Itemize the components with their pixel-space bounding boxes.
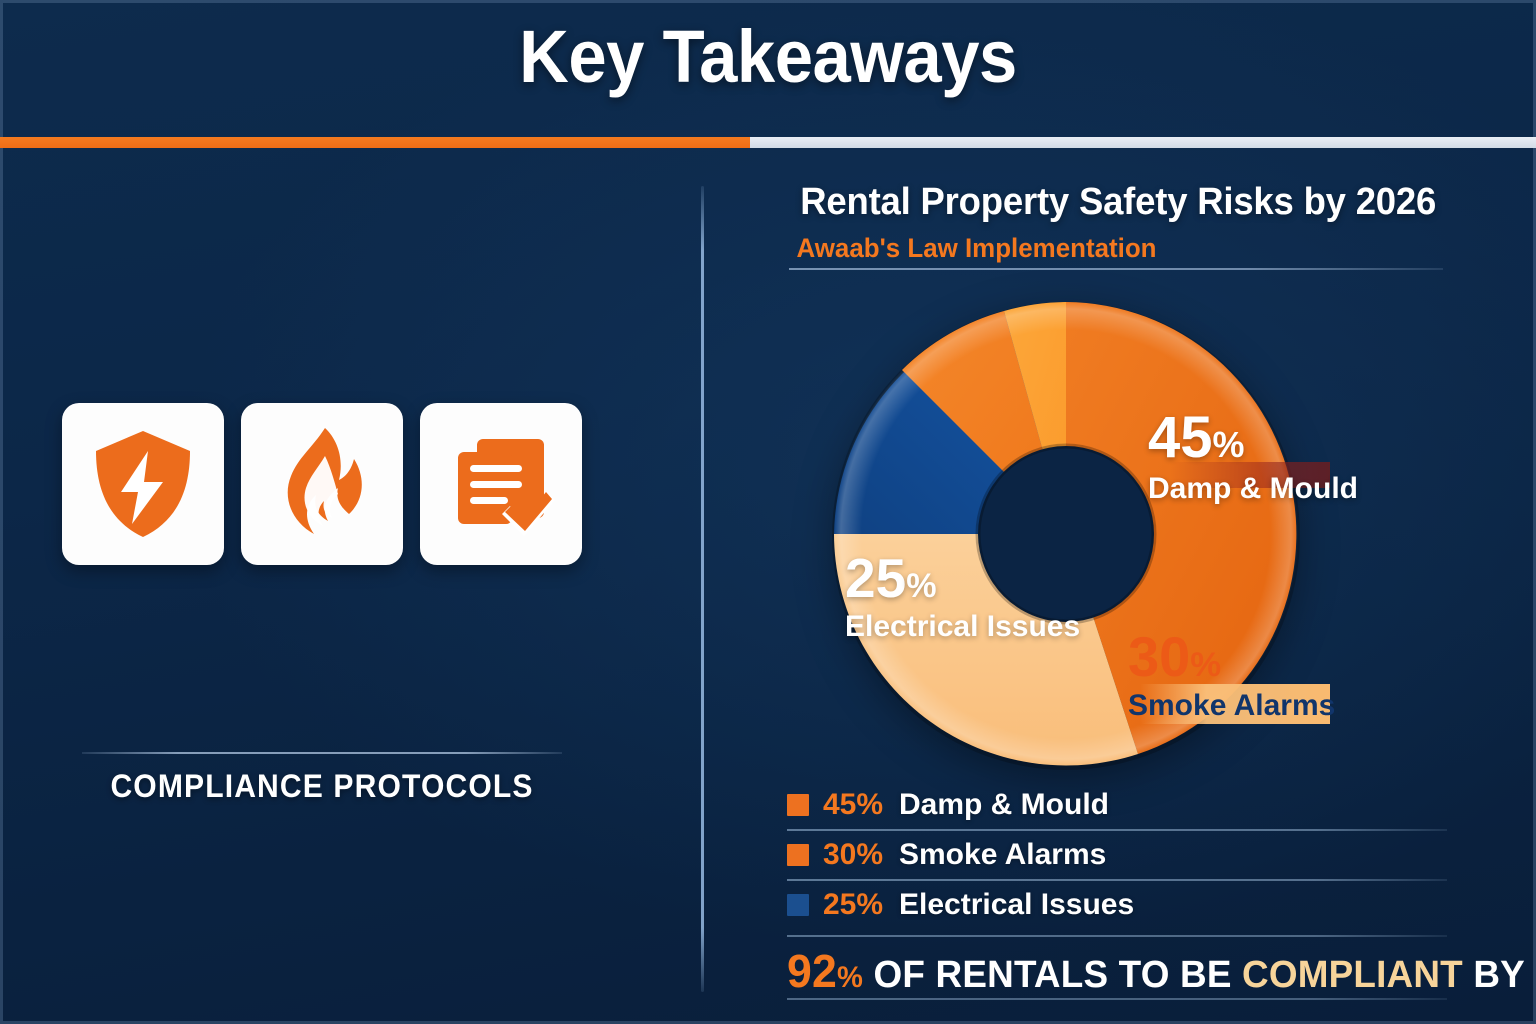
- icon-card-document-check[interactable]: [420, 403, 582, 565]
- legend-pct-damp: 45%: [823, 788, 884, 821]
- legend-swatch-electrical: [787, 894, 809, 916]
- icon-card-flame[interactable]: [241, 403, 403, 565]
- page-title: Key Takeaways: [519, 15, 1017, 98]
- footer-divider-bottom: [787, 998, 1447, 1000]
- legend-separator: [787, 829, 1447, 831]
- header-divider-right-light: [750, 137, 1536, 148]
- legend-item-electrical[interactable]: 25% Electrical Issues: [787, 881, 1447, 929]
- compliance-panel: COMPLIANCE PROTOCOLS: [0, 160, 700, 1000]
- damp-label-band: [1170, 462, 1330, 488]
- footer-stat: 92% OF RENTALS TO BE COMPLIANT BY 2026: [787, 944, 1536, 998]
- chart-title: Rental Property Safety Risks by 2026: [800, 181, 1437, 223]
- legend-separator: [787, 879, 1447, 881]
- donut-chart: [820, 288, 1320, 788]
- footer-stat-highlight: COMPLIANT: [1242, 954, 1463, 996]
- compliance-protocols-label: COMPLIANCE PROTOCOLS: [110, 768, 534, 804]
- legend-name-electrical: Electrical Issues: [899, 888, 1135, 921]
- smoke-label-band: [1140, 684, 1330, 724]
- footer-stat-symbol: %: [837, 961, 864, 994]
- legend-name-damp: Damp & Mould: [899, 788, 1109, 821]
- header-divider-left-orange: [0, 137, 750, 148]
- header-divider-bar: [0, 137, 1536, 148]
- chart-legend: 45% Damp & Mould 30% Smoke Alarms 25% El…: [787, 781, 1447, 929]
- footer-stat-text-2: BY 2026: [1473, 954, 1536, 996]
- chart-subtitle: Awaab's Law Implementation: [796, 233, 1157, 263]
- shield-bolt-icon: [91, 428, 195, 540]
- compliance-divider: [82, 752, 562, 754]
- icon-card-row: [62, 403, 582, 565]
- footer-stat-pct: 92: [787, 945, 838, 997]
- panel-vertical-divider: [701, 186, 704, 992]
- legend-swatch-damp: [787, 794, 809, 816]
- legend-pct-smoke: 30%: [823, 838, 884, 871]
- footer-stat-text-1: OF RENTALS TO BE: [873, 954, 1232, 996]
- chart-title-divider: [789, 268, 1443, 270]
- document-check-icon: [446, 430, 556, 538]
- flame-icon: [272, 426, 372, 542]
- legend-item-damp[interactable]: 45% Damp & Mould: [787, 781, 1447, 829]
- footer-divider-top: [787, 935, 1447, 937]
- legend-item-smoke[interactable]: 30% Smoke Alarms: [787, 831, 1447, 879]
- legend-pct-electrical: 25%: [823, 888, 884, 921]
- icon-card-shield[interactable]: [62, 403, 224, 565]
- legend-swatch-smoke: [787, 844, 809, 866]
- legend-name-smoke: Smoke Alarms: [899, 838, 1107, 871]
